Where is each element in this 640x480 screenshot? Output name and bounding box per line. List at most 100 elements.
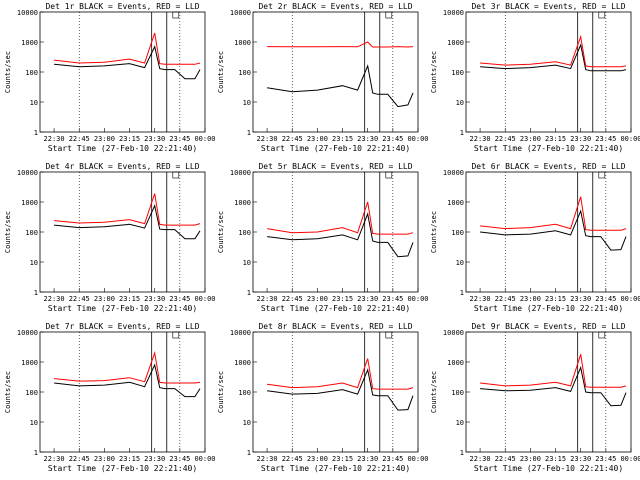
chart-panel-3: Det 3r BLACK = Events, RED = LLD 1 10 100 10…: [426, 0, 640, 160]
y-tick-label: 100: [238, 229, 251, 237]
y-tick-label: 100: [451, 389, 464, 397]
y-axis-label: Counts/sec: [430, 211, 438, 253]
x-tick-label: 23:45: [169, 455, 190, 463]
y-tick-label: 1: [247, 449, 251, 457]
x-tick-label: 22:45: [69, 295, 90, 303]
y-tick-label: 100: [238, 69, 251, 77]
marker-box: [598, 331, 606, 339]
y-tick-label: 10: [456, 419, 464, 427]
y-axis-label: Counts/sec: [4, 211, 12, 253]
y-tick-label: 100: [25, 69, 38, 77]
x-tick-label: 23:15: [332, 135, 353, 143]
chart-title: Det 6r BLACK = Events, RED = LLD: [471, 162, 625, 171]
x-axis-label: Start Time (27-Feb-10 22:21:40): [261, 304, 410, 313]
x-tick-label: 23:45: [382, 135, 403, 143]
y-tick-label: 10000: [443, 169, 464, 177]
lld-series-line: [54, 32, 201, 65]
lld-series-line: [480, 34, 627, 68]
x-tick-label: 22:45: [495, 135, 516, 143]
y-tick-label: 1000: [21, 359, 38, 367]
y-tick-label: 10000: [17, 9, 38, 17]
x-axis-label: Start Time (27-Feb-10 22:21:40): [48, 464, 197, 473]
x-tick-label: 23:45: [169, 135, 190, 143]
x-axis-label: Start Time (27-Feb-10 22:21:40): [261, 144, 410, 153]
x-tick-label: 22:30: [470, 135, 491, 143]
x-tick-label: 22:30: [44, 135, 65, 143]
y-axis-label: Counts/sec: [217, 211, 225, 253]
plot-frame: [465, 331, 632, 453]
y-tick-label: 1: [460, 289, 464, 297]
chart-title: Det 8r BLACK = Events, RED = LLD: [258, 322, 412, 331]
x-tick-label: 23:15: [332, 455, 353, 463]
y-tick-label: 100: [451, 229, 464, 237]
x-tick-label: 23:00: [94, 455, 115, 463]
chart-svg-2: Det 2r BLACK = Events, RED = LLD 1 10 100 10…: [217, 2, 429, 153]
x-tick-label: 00:00: [194, 135, 215, 143]
x-tick-label: 23:30: [570, 135, 591, 143]
x-tick-label: 23:00: [520, 455, 541, 463]
y-tick-label: 100: [25, 229, 38, 237]
y-tick-label: 10000: [17, 169, 38, 177]
y-tick-label: 1000: [21, 199, 38, 207]
y-tick-label: 1: [247, 129, 251, 137]
lld-series-line: [54, 193, 201, 226]
y-tick-label: 10000: [17, 329, 38, 337]
chart-panel-6: Det 6r BLACK = Events, RED = LLD 1 10 100 10…: [426, 160, 640, 320]
chart-panel-8: Det 8r BLACK = Events, RED = LLD 1 10 100 10…: [213, 320, 429, 480]
y-tick-label: 100: [238, 389, 251, 397]
y-tick-label: 10000: [443, 9, 464, 17]
y-tick-label: 10: [456, 99, 464, 107]
x-tick-label: 00:00: [407, 135, 428, 143]
chart-title: Det 3r BLACK = Events, RED = LLD: [471, 2, 625, 11]
x-tick-label: 23:45: [382, 295, 403, 303]
x-tick-label: 23:45: [595, 135, 616, 143]
x-tick-label: 22:45: [69, 455, 90, 463]
y-axis-label: Counts/sec: [217, 51, 225, 93]
x-axis-label: Start Time (27-Feb-10 22:21:40): [261, 464, 410, 473]
y-axis-label: Counts/sec: [430, 371, 438, 413]
x-tick-label: 22:30: [257, 295, 278, 303]
x-tick-label: 22:30: [257, 135, 278, 143]
x-tick-label: 23:00: [94, 135, 115, 143]
y-axis-label: Counts/sec: [4, 51, 12, 93]
chart-panel-9: Det 9r BLACK = Events, RED = LLD 1 10 100 10…: [426, 320, 640, 480]
y-tick-label: 10: [30, 259, 38, 267]
events-series-line: [480, 209, 627, 251]
x-tick-label: 23:15: [545, 135, 566, 143]
x-tick-label: 00:00: [620, 455, 640, 463]
events-series-line: [54, 204, 201, 240]
x-tick-label: 00:00: [194, 295, 215, 303]
events-series-line: [480, 43, 627, 72]
y-tick-label: 1000: [234, 39, 251, 47]
marker-box: [172, 11, 180, 19]
x-tick-label: 23:30: [570, 455, 591, 463]
chart-panel-7: Det 7r BLACK = Events, RED = LLD 1 10 100 10…: [0, 320, 216, 480]
marker-box: [598, 171, 606, 179]
x-axis-label: Start Time (27-Feb-10 22:21:40): [48, 144, 197, 153]
marker-box: [385, 11, 393, 19]
y-tick-label: 1: [460, 449, 464, 457]
x-tick-label: 23:15: [119, 295, 140, 303]
chart-title: Det 5r BLACK = Events, RED = LLD: [258, 162, 412, 171]
x-tick-label: 00:00: [194, 455, 215, 463]
y-tick-label: 10000: [230, 329, 251, 337]
x-tick-label: 23:30: [144, 455, 165, 463]
lld-series-line: [267, 358, 414, 390]
chart-svg-5: Det 5r BLACK = Events, RED = LLD 1 10 100 10…: [217, 162, 429, 313]
events-series-line: [267, 64, 414, 108]
x-tick-label: 22:45: [495, 295, 516, 303]
x-tick-label: 23:45: [595, 295, 616, 303]
y-tick-label: 10: [243, 419, 251, 427]
x-tick-label: 22:45: [282, 455, 303, 463]
x-tick-label: 23:00: [94, 295, 115, 303]
chart-title: Det 1r BLACK = Events, RED = LLD: [45, 2, 199, 11]
y-tick-label: 10: [243, 99, 251, 107]
events-series-line: [267, 212, 414, 258]
x-tick-label: 23:15: [545, 455, 566, 463]
y-tick-label: 10: [456, 259, 464, 267]
chart-svg-4: Det 4r BLACK = Events, RED = LLD 1 10 100 10…: [4, 162, 216, 313]
x-tick-label: 23:15: [119, 135, 140, 143]
x-tick-label: 23:00: [520, 295, 541, 303]
y-tick-label: 1: [34, 449, 38, 457]
x-tick-label: 23:30: [570, 295, 591, 303]
